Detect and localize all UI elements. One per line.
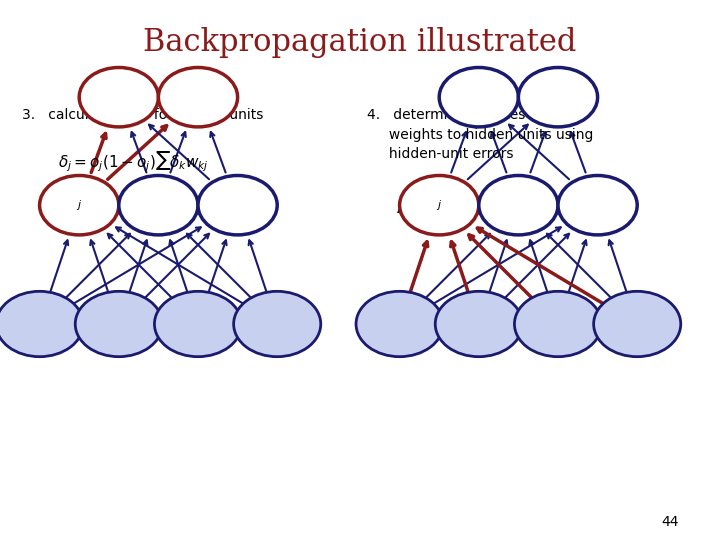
Circle shape [400, 176, 479, 235]
Circle shape [40, 176, 119, 235]
Circle shape [558, 176, 637, 235]
Text: 3.   calculate error for hidden units: 3. calculate error for hidden units [22, 108, 263, 122]
Circle shape [76, 292, 163, 357]
Circle shape [515, 292, 601, 357]
Text: $\Delta w_{ji} = \eta \ \delta_j \ o_i$: $\Delta w_{ji} = \eta \ \delta_j \ o_i$ [396, 200, 490, 220]
Circle shape [356, 292, 443, 357]
Text: 4.   determine updates for
     weights to hidden units using
     hidden-unit e: 4. determine updates for weights to hidd… [367, 108, 593, 161]
Text: Backpropagation illustrated: Backpropagation illustrated [143, 27, 577, 58]
Circle shape [435, 292, 522, 357]
Circle shape [518, 68, 598, 127]
Circle shape [439, 68, 518, 127]
Circle shape [479, 176, 558, 235]
Circle shape [198, 176, 277, 235]
Circle shape [233, 292, 321, 357]
Circle shape [158, 68, 238, 127]
Circle shape [155, 292, 242, 357]
Text: j: j [78, 200, 81, 210]
Circle shape [79, 68, 158, 127]
Circle shape [0, 292, 84, 357]
Text: $\delta_j = o_j(1 - o_j)\sum_k \delta_k w_{kj}$: $\delta_j = o_j(1 - o_j)\sum_k \delta_k … [58, 151, 208, 185]
Circle shape [594, 292, 681, 357]
Text: 44: 44 [661, 515, 678, 529]
Circle shape [119, 176, 198, 235]
Text: j: j [438, 200, 441, 210]
